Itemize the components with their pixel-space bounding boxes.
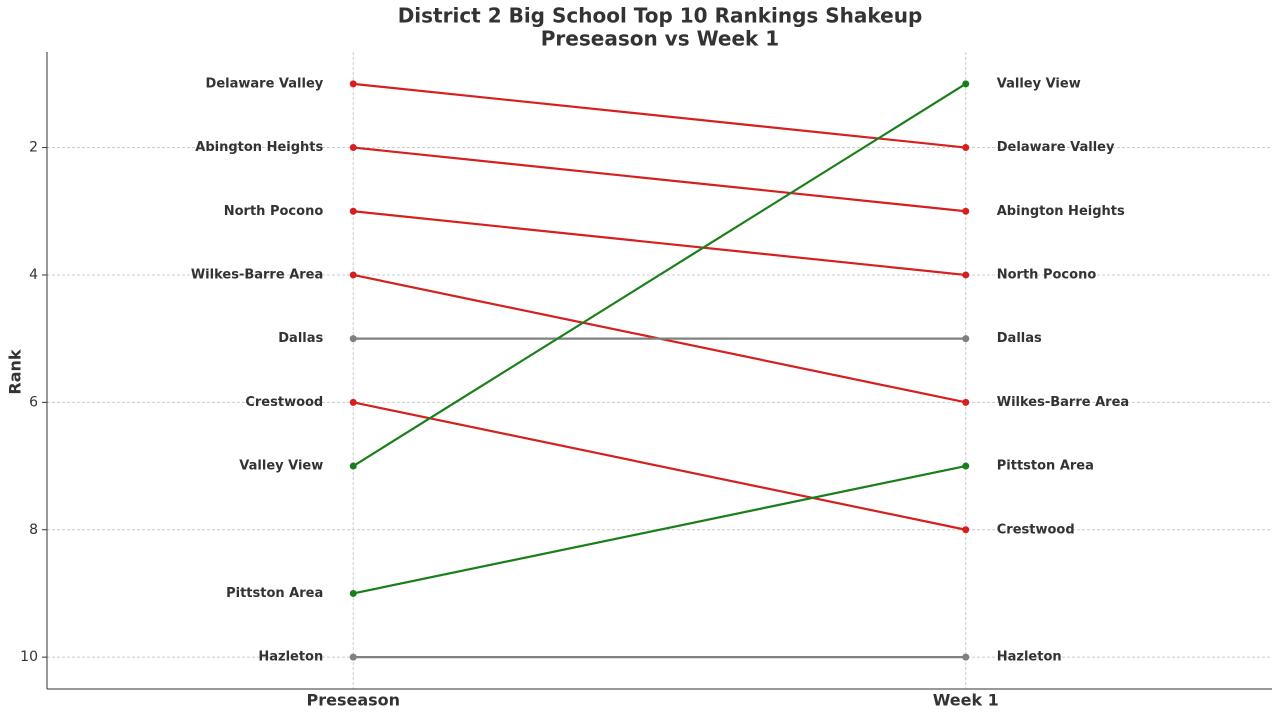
- slope-line: [353, 401, 966, 531]
- point: [962, 144, 970, 152]
- y-tick-label: 4: [29, 267, 38, 283]
- school-label-right: Crestwood: [997, 522, 1075, 537]
- school-label-right: Wilkes-Barre Area: [997, 395, 1129, 410]
- y-tick-label: 6: [29, 394, 38, 410]
- point: [962, 207, 970, 215]
- school-label-left: Pittston Area: [226, 586, 323, 601]
- point: [349, 653, 357, 661]
- point: [962, 462, 970, 470]
- point: [349, 335, 357, 343]
- slope-line: [353, 464, 966, 595]
- point: [962, 653, 970, 661]
- x-tick-label: Preseason: [306, 691, 400, 710]
- school-label-right: Pittston Area: [997, 459, 1094, 474]
- chart-subtitle: Preseason vs Week 1: [541, 27, 779, 51]
- school-label-right: Delaware Valley: [997, 140, 1115, 155]
- y-tick-label: 8: [29, 522, 38, 538]
- point: [962, 335, 970, 343]
- school-label-left: Abington Heights: [195, 140, 323, 155]
- school-label-left: Crestwood: [245, 395, 323, 410]
- school-label-left: Hazleton: [258, 650, 323, 665]
- point: [349, 271, 357, 279]
- slope-line: [353, 82, 966, 149]
- school-label-right: Abington Heights: [997, 204, 1125, 219]
- point: [962, 526, 970, 534]
- school-label-left: Delaware Valley: [206, 76, 324, 91]
- school-label-left: Valley View: [239, 459, 323, 474]
- x-tick-label: Week 1: [933, 691, 999, 710]
- chart-title: District 2 Big School Top 10 Rankings Sh…: [398, 4, 923, 28]
- point: [962, 398, 970, 406]
- school-label-right: Hazleton: [997, 650, 1062, 665]
- slope-line: [353, 146, 966, 213]
- y-tick-label: 10: [20, 649, 38, 665]
- point: [349, 589, 357, 597]
- school-label-right: Dallas: [997, 331, 1042, 346]
- school-label-left: Wilkes-Barre Area: [191, 267, 323, 282]
- school-label-right: North Pocono: [997, 267, 1097, 282]
- point: [962, 80, 970, 88]
- school-label-right: Valley View: [997, 76, 1081, 91]
- point: [349, 462, 357, 470]
- school-label-left: North Pocono: [224, 204, 324, 219]
- school-label-left: Dallas: [278, 331, 323, 346]
- slope-line: [353, 210, 966, 277]
- point: [349, 398, 357, 406]
- point: [349, 207, 357, 215]
- slope-line: [352, 82, 967, 467]
- y-axis-label: Rank: [6, 349, 25, 395]
- point: [349, 144, 357, 152]
- point: [349, 80, 357, 88]
- y-tick-label: 2: [29, 140, 38, 156]
- point: [962, 271, 970, 279]
